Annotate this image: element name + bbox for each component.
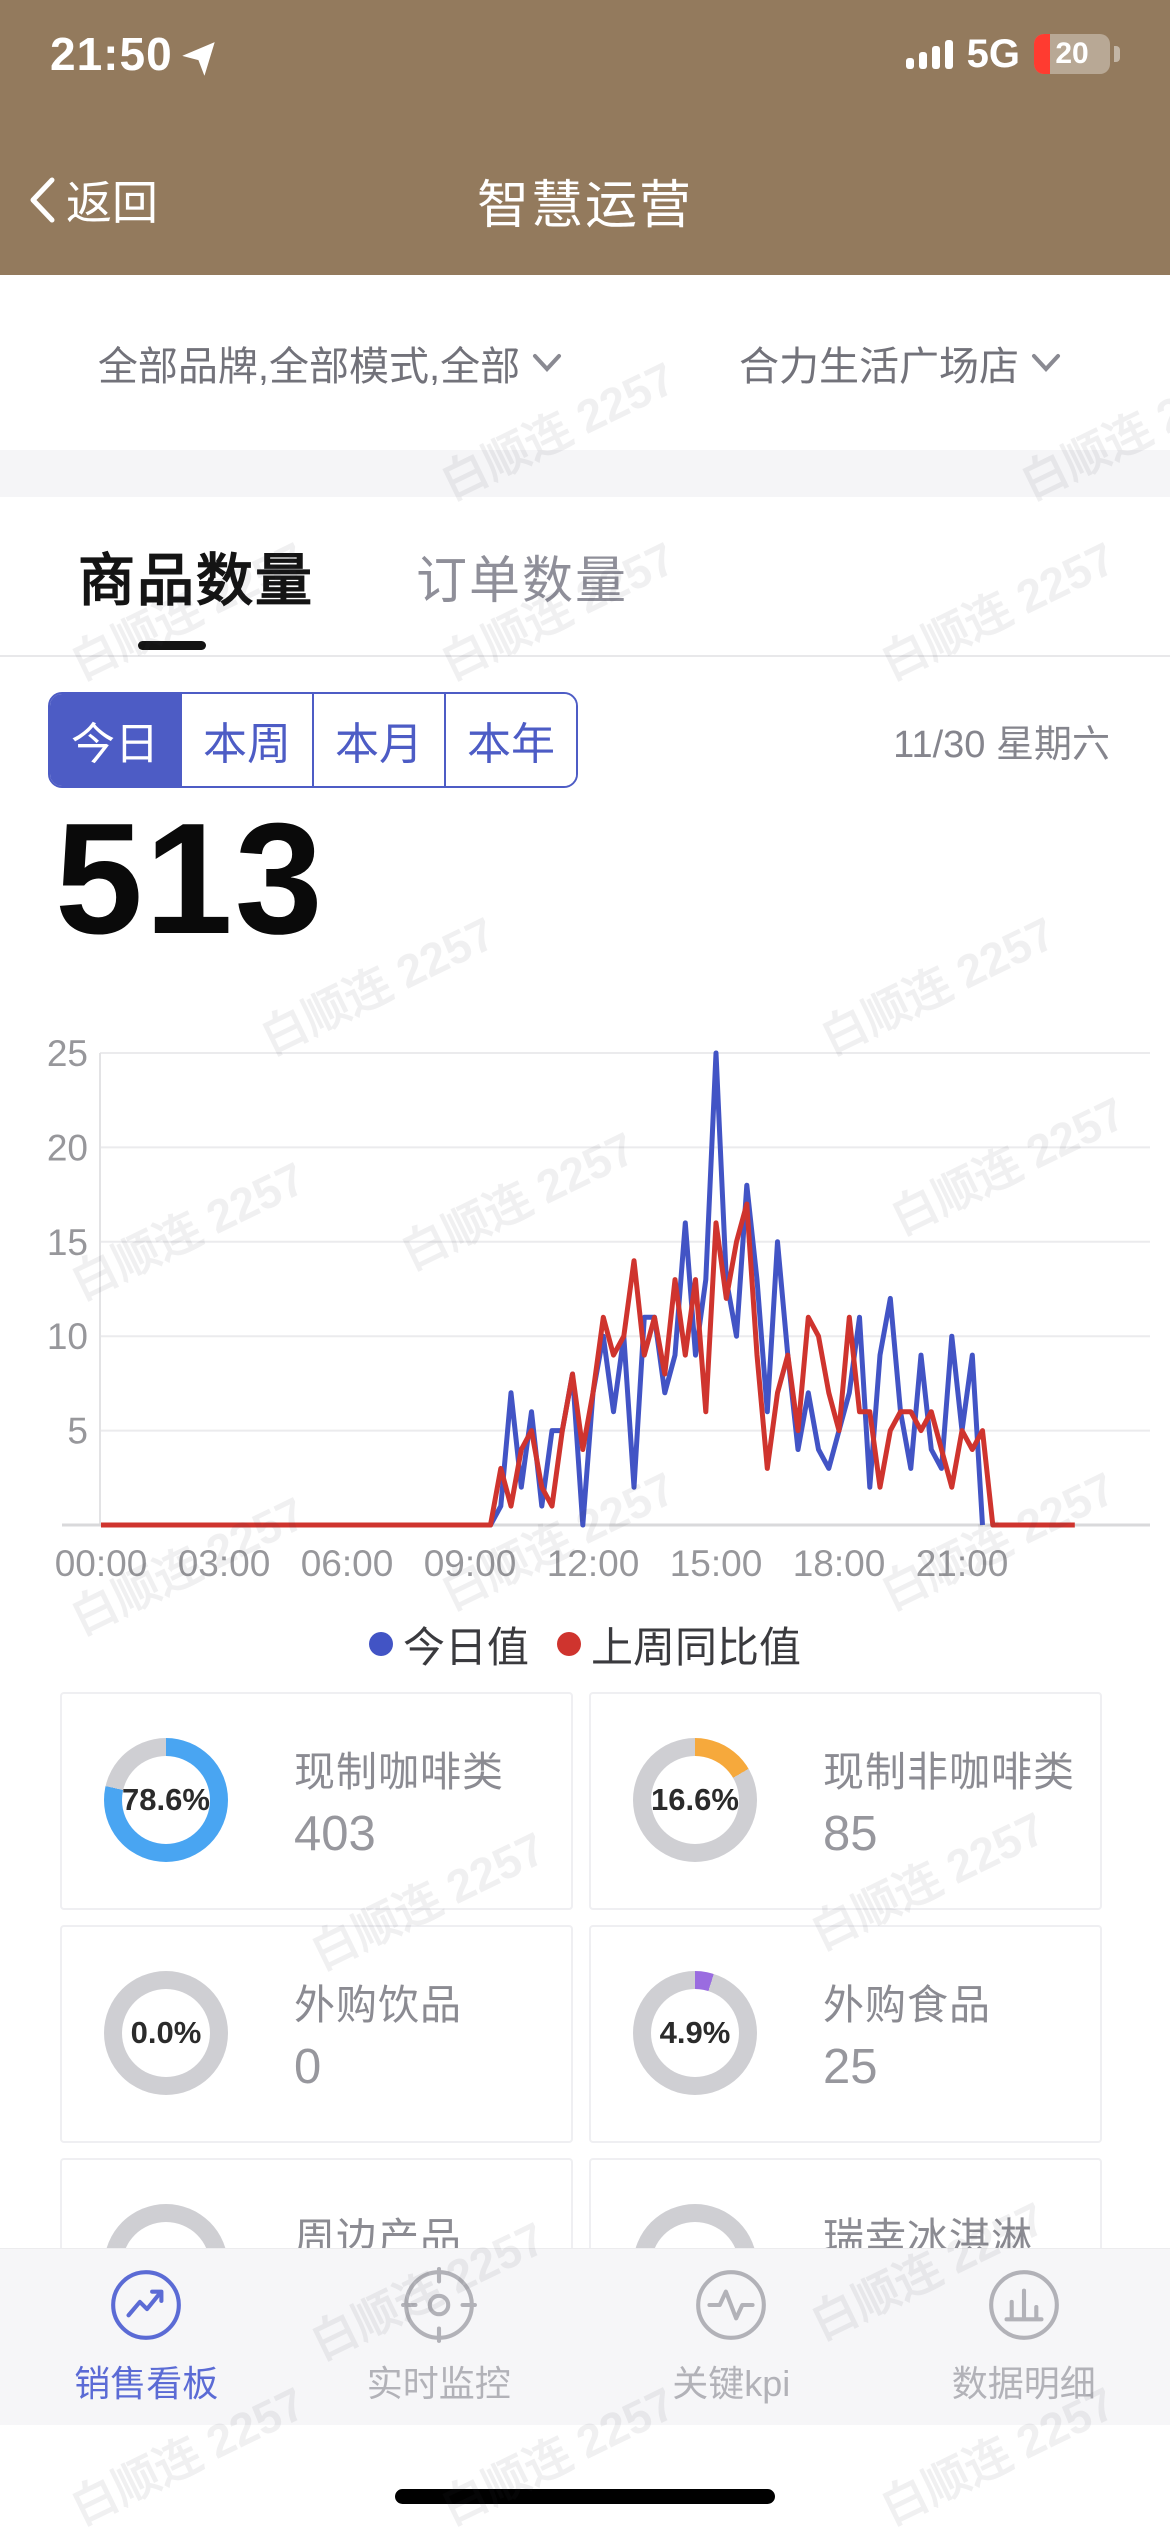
battery-level-fill (1034, 34, 1050, 74)
section-divider-band (0, 450, 1170, 497)
bottom-tab-bar: 销售看板 实时监控 关键kpi 数据明细 (0, 2248, 1170, 2426)
card-value: 403 (294, 1807, 376, 1861)
date-label: 11/30 星期六 (893, 723, 1110, 766)
period-button-group: 今日 本周 本月 本年 (48, 692, 578, 788)
nav-bar: 返回 智慧运营 (0, 150, 1170, 250)
card-label: 现制非咖啡类 (823, 1749, 1075, 1795)
filter-row: 全部品牌,全部模式,全部 合力生活广场店 (0, 275, 1170, 450)
tab-product-count[interactable]: 商品数量 (78, 549, 314, 613)
metric-tabs: 商品数量 订单数量 (0, 497, 1170, 657)
battery-icon: 20 (1034, 34, 1110, 74)
card-value: 25 (823, 2040, 878, 2094)
back-button[interactable]: 返回 (28, 167, 158, 233)
y-tick-label: 15 (47, 1222, 88, 1263)
store-filter-label: 合力生活广场店 (739, 344, 1019, 389)
card-label: 外购食品 (823, 1982, 991, 2028)
line-chart: 5 10 15 20 25 00:00 03:00 06:00 09:00 12:00 15:00 1… (0, 1028, 1170, 1598)
period-button-1[interactable]: 本周 (180, 694, 312, 786)
y-tick-label: 5 (67, 1411, 88, 1452)
chevron-down-icon (1032, 353, 1060, 372)
line-chart-svg: 5 10 15 20 25 00:00 03:00 06:00 09:00 12:00 15:00 1… (47, 1033, 1150, 1584)
category-card-3: 4.9% 外购食品 25 (589, 1925, 1102, 2143)
period-button-0[interactable]: 今日 (50, 694, 180, 786)
card-percent: 4.9% (659, 2015, 731, 2050)
network-label: 5G (966, 31, 1020, 76)
card-percent: 0.0% (130, 2015, 202, 2050)
location-arrow-icon (182, 32, 226, 76)
battery-nub (1114, 46, 1120, 62)
active-tab-underline (138, 641, 206, 650)
trend-up-icon (111, 2270, 182, 2340)
donut-chart (633, 1738, 757, 1862)
clock: 21:50 (50, 28, 173, 80)
status-right: 5G 20 (905, 31, 1120, 77)
x-tick-label: 00:00 (55, 1543, 148, 1584)
tabbar-label: 数据明细 (951, 2363, 1096, 2404)
card-percent: 16.6% (651, 1782, 739, 1817)
donut-chart (104, 1971, 228, 2095)
series-line-1 (101, 1201, 1075, 1528)
x-tick-label: 06:00 (301, 1543, 394, 1584)
chart-legend: 今日值 上周同比值 (0, 1612, 1170, 1676)
category-card-1: 16.6% 现制非咖啡类 85 (589, 1692, 1102, 1910)
tabbar-item-0[interactable]: 销售看板 (0, 2249, 293, 2426)
period-button-3[interactable]: 本年 (444, 694, 576, 786)
chevron-down-icon (533, 353, 562, 372)
legend-label: 今日值 (402, 1623, 529, 1671)
donut-chart (104, 1738, 228, 1862)
tabbar-label: 关键kpi (672, 2363, 791, 2404)
legend-dot-icon (557, 1632, 581, 1656)
tabbar-label: 销售看板 (74, 2363, 219, 2404)
tabbar-item-2[interactable]: 关键kpi (585, 2249, 878, 2426)
home-indicator[interactable] (395, 2489, 775, 2504)
store-filter-select[interactable]: 合力生活广场店 (660, 275, 1140, 450)
category-card-2: 0.0% 外购饮品 0 (60, 1925, 573, 2143)
y-tick-label: 20 (47, 1127, 88, 1168)
y-tick-label: 10 (47, 1316, 88, 1357)
period-button-2[interactable]: 本月 (312, 694, 444, 786)
period-row: 今日 本周 本月 本年 11/30 星期六 (48, 692, 1110, 788)
tabbar-label: 实时监控 (366, 2363, 511, 2404)
total-count: 513 (55, 791, 325, 967)
cellular-signal-icon (905, 39, 953, 69)
card-label: 外购饮品 (294, 1982, 462, 2028)
card-label: 现制咖啡类 (294, 1749, 504, 1795)
x-tick-label: 09:00 (424, 1543, 517, 1584)
x-tick-label: 03:00 (178, 1543, 271, 1584)
donut-chart (633, 1971, 757, 2095)
chevron-left-icon (30, 177, 55, 223)
legend-label: 上周同比值 (591, 1623, 802, 1671)
tab-order-count[interactable]: 订单数量 (416, 552, 629, 609)
header: 21:50 5G 20 返回 智慧运营 (0, 0, 1170, 275)
legend-item-0: 今日值 (368, 1614, 529, 1675)
x-tick-label: 18:00 (793, 1543, 886, 1584)
card-value: 85 (823, 1807, 878, 1861)
card-percent: 78.6% (122, 1782, 210, 1817)
brand-filter-select[interactable]: 全部品牌,全部模式,全部 (0, 275, 660, 450)
status-bar: 21:50 5G 20 (0, 22, 1170, 86)
legend-item-1: 上周同比值 (557, 1614, 801, 1675)
battery-percent: 20 (1055, 37, 1089, 70)
brand-filter-label: 全部品牌,全部模式,全部 (97, 344, 521, 389)
y-tick-label: 25 (47, 1033, 88, 1074)
category-card-0: 78.6% 现制咖啡类 403 (60, 1692, 573, 1910)
back-label: 返回 (66, 177, 158, 229)
page-title: 智慧运营 (476, 176, 693, 235)
tabbar-item-3[interactable]: 数据明细 (878, 2249, 1170, 2426)
card-value: 0 (294, 2040, 322, 2094)
legend-dot-icon (368, 1632, 393, 1656)
x-tick-label: 12:00 (547, 1543, 640, 1584)
status-left: 21:50 (50, 27, 219, 81)
target-icon (400, 2267, 477, 2343)
x-tick-label: 15:00 (670, 1543, 763, 1584)
series-line-0 (101, 1050, 985, 1528)
footer-area (0, 2425, 1170, 2532)
bar-chart-icon (988, 2270, 1059, 2340)
pulse-icon (696, 2270, 767, 2340)
x-tick-label: 21:00 (916, 1543, 1009, 1584)
tabbar-item-1[interactable]: 实时监控 (293, 2249, 586, 2426)
